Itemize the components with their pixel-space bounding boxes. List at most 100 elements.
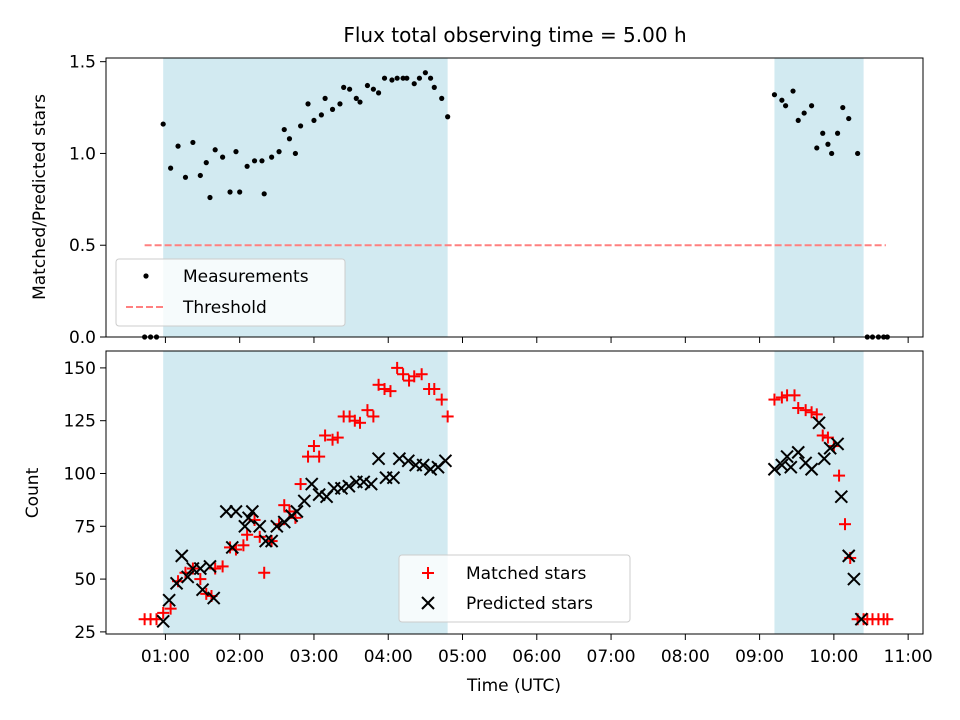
measurement-point-49 bbox=[431, 84, 437, 90]
measurement-point-12 bbox=[212, 147, 218, 153]
x-tick-label-10: 10:00 bbox=[809, 647, 858, 667]
top-y-tick-label-1: 0.0 bbox=[69, 328, 96, 348]
measurement-point-37 bbox=[364, 82, 371, 89]
x-tick-label-5: 05:00 bbox=[438, 647, 487, 667]
predicted-star-point-4 bbox=[175, 549, 189, 563]
matched-star-point-30 bbox=[319, 429, 332, 442]
measurement-point-55 bbox=[790, 88, 796, 94]
measurement-point-59 bbox=[814, 145, 820, 151]
measurement-point-11 bbox=[207, 194, 213, 201]
predicted-star-point-9 bbox=[203, 559, 217, 574]
predicted-star-point-41 bbox=[423, 462, 438, 476]
measurement-point-7 bbox=[182, 174, 189, 180]
measurement-point-15 bbox=[233, 149, 239, 155]
measurement-point-4 bbox=[160, 121, 166, 127]
measurement-point-51 bbox=[445, 114, 451, 120]
predicted-star-point-24 bbox=[297, 494, 312, 508]
x-tick-label-4: 04:00 bbox=[364, 647, 413, 667]
top-y-tick-label-2: 0.5 bbox=[69, 236, 96, 256]
matched-star-point-23 bbox=[278, 499, 291, 512]
matched-star-point-5 bbox=[164, 602, 177, 615]
legend-measurements-marker bbox=[143, 273, 149, 279]
measurement-point-66 bbox=[855, 150, 861, 157]
predicted-star-point-51 bbox=[812, 416, 826, 430]
matched-star-point-61 bbox=[827, 440, 840, 453]
legend-measurements-label: Measurements bbox=[183, 267, 309, 287]
measurement-point-47 bbox=[422, 70, 428, 76]
measurement-point-41 bbox=[389, 77, 395, 83]
predicted-star-point-8 bbox=[195, 582, 210, 597]
measurement-point-32 bbox=[337, 101, 343, 107]
matched-star-point-42 bbox=[391, 361, 404, 374]
measurement-point-44 bbox=[404, 75, 410, 81]
matched-star-point-63 bbox=[839, 518, 852, 531]
measurement-point-36 bbox=[357, 99, 363, 105]
matched-star-point-19 bbox=[253, 530, 266, 543]
predicted-star-point-14 bbox=[238, 519, 252, 533]
x-tick-label-6: 06:00 bbox=[512, 647, 561, 667]
matched-star-point-14 bbox=[224, 541, 237, 554]
measurement-point-23 bbox=[281, 126, 287, 133]
measurement-point-26 bbox=[297, 123, 304, 129]
top-axes-frame bbox=[105, 57, 924, 338]
measurement-point-9 bbox=[197, 172, 203, 179]
measurement-point-54 bbox=[782, 103, 789, 109]
measurement-point-38 bbox=[370, 86, 376, 92]
matched-star-point-37 bbox=[361, 404, 374, 417]
x-tick-label-8: 08:00 bbox=[661, 647, 710, 667]
predicted-star-point-48 bbox=[791, 445, 805, 460]
measurement-point-14 bbox=[227, 189, 233, 195]
measurement-point-17 bbox=[244, 163, 250, 169]
legend-predicted-marker bbox=[421, 596, 435, 610]
measurement-point-40 bbox=[381, 75, 388, 81]
matched-star-point-38 bbox=[367, 410, 380, 423]
measurement-point-60 bbox=[820, 130, 826, 136]
measurement-point-5 bbox=[168, 165, 174, 171]
legend-matched-marker bbox=[422, 567, 434, 579]
matched-star-point-4 bbox=[157, 606, 170, 619]
top-legend: Measurements Threshold bbox=[115, 258, 346, 327]
measurement-point-18 bbox=[251, 158, 258, 164]
top-x-ticks bbox=[164, 337, 909, 343]
bottom-axes-frame bbox=[105, 350, 924, 635]
bottom-x-axis-label: Time (UTC) bbox=[466, 676, 561, 696]
matched-star-point-57 bbox=[805, 406, 818, 419]
matched-star-point-9 bbox=[194, 573, 207, 586]
x-tick-label-1: 01:00 bbox=[141, 647, 190, 667]
x-tick-label-7: 07:00 bbox=[587, 647, 636, 667]
measurement-point-39 bbox=[375, 90, 382, 96]
predicted-star-point-56 bbox=[842, 549, 856, 563]
predicted-star-point-47 bbox=[784, 460, 798, 474]
top-shaded-interval-2 bbox=[774, 58, 864, 337]
measurement-point-63 bbox=[834, 130, 841, 136]
matched-star-point-62 bbox=[833, 469, 846, 482]
measurement-point-58 bbox=[808, 103, 815, 109]
measurement-point-16 bbox=[237, 189, 243, 195]
matched-star-point-71 bbox=[881, 613, 894, 626]
matched-star-point-16 bbox=[237, 539, 250, 552]
predicted-star-point-44 bbox=[767, 462, 782, 476]
predicted-star-point-54 bbox=[830, 437, 845, 451]
measurement-point-52 bbox=[771, 92, 778, 98]
matched-star-point-43 bbox=[397, 368, 410, 381]
bottom-legend-box bbox=[398, 554, 631, 623]
measurement-point-62 bbox=[829, 150, 835, 157]
top-y-tick-label-4: 1.5 bbox=[69, 53, 96, 73]
bottom-y-tick-label-1: 25 bbox=[74, 623, 96, 643]
predicted-star-point-40 bbox=[416, 458, 430, 472]
measurement-point-22 bbox=[276, 149, 282, 155]
matched-star-point-50 bbox=[441, 410, 454, 423]
matched-star-point-13 bbox=[216, 560, 229, 573]
legend-predicted-label: Predicted stars bbox=[466, 594, 593, 614]
bottom-panel: 25 50 75 100 125 150 01:00 02:00 03:00 04:00 05:0… bbox=[23, 350, 933, 696]
predicted-star-point-17 bbox=[253, 519, 267, 533]
measurement-point-34 bbox=[347, 86, 353, 92]
bottom-y-tick-label-4: 100 bbox=[64, 464, 96, 484]
top-y-axis-label: Matched/Predicted stars bbox=[30, 94, 50, 300]
x-tick-label-3: 03:00 bbox=[289, 647, 338, 667]
predicted-star-point-25 bbox=[305, 477, 319, 491]
x-tick-label-9: 09:00 bbox=[735, 647, 784, 667]
matched-star-point-17 bbox=[241, 528, 254, 541]
measurement-point-25 bbox=[292, 150, 298, 157]
